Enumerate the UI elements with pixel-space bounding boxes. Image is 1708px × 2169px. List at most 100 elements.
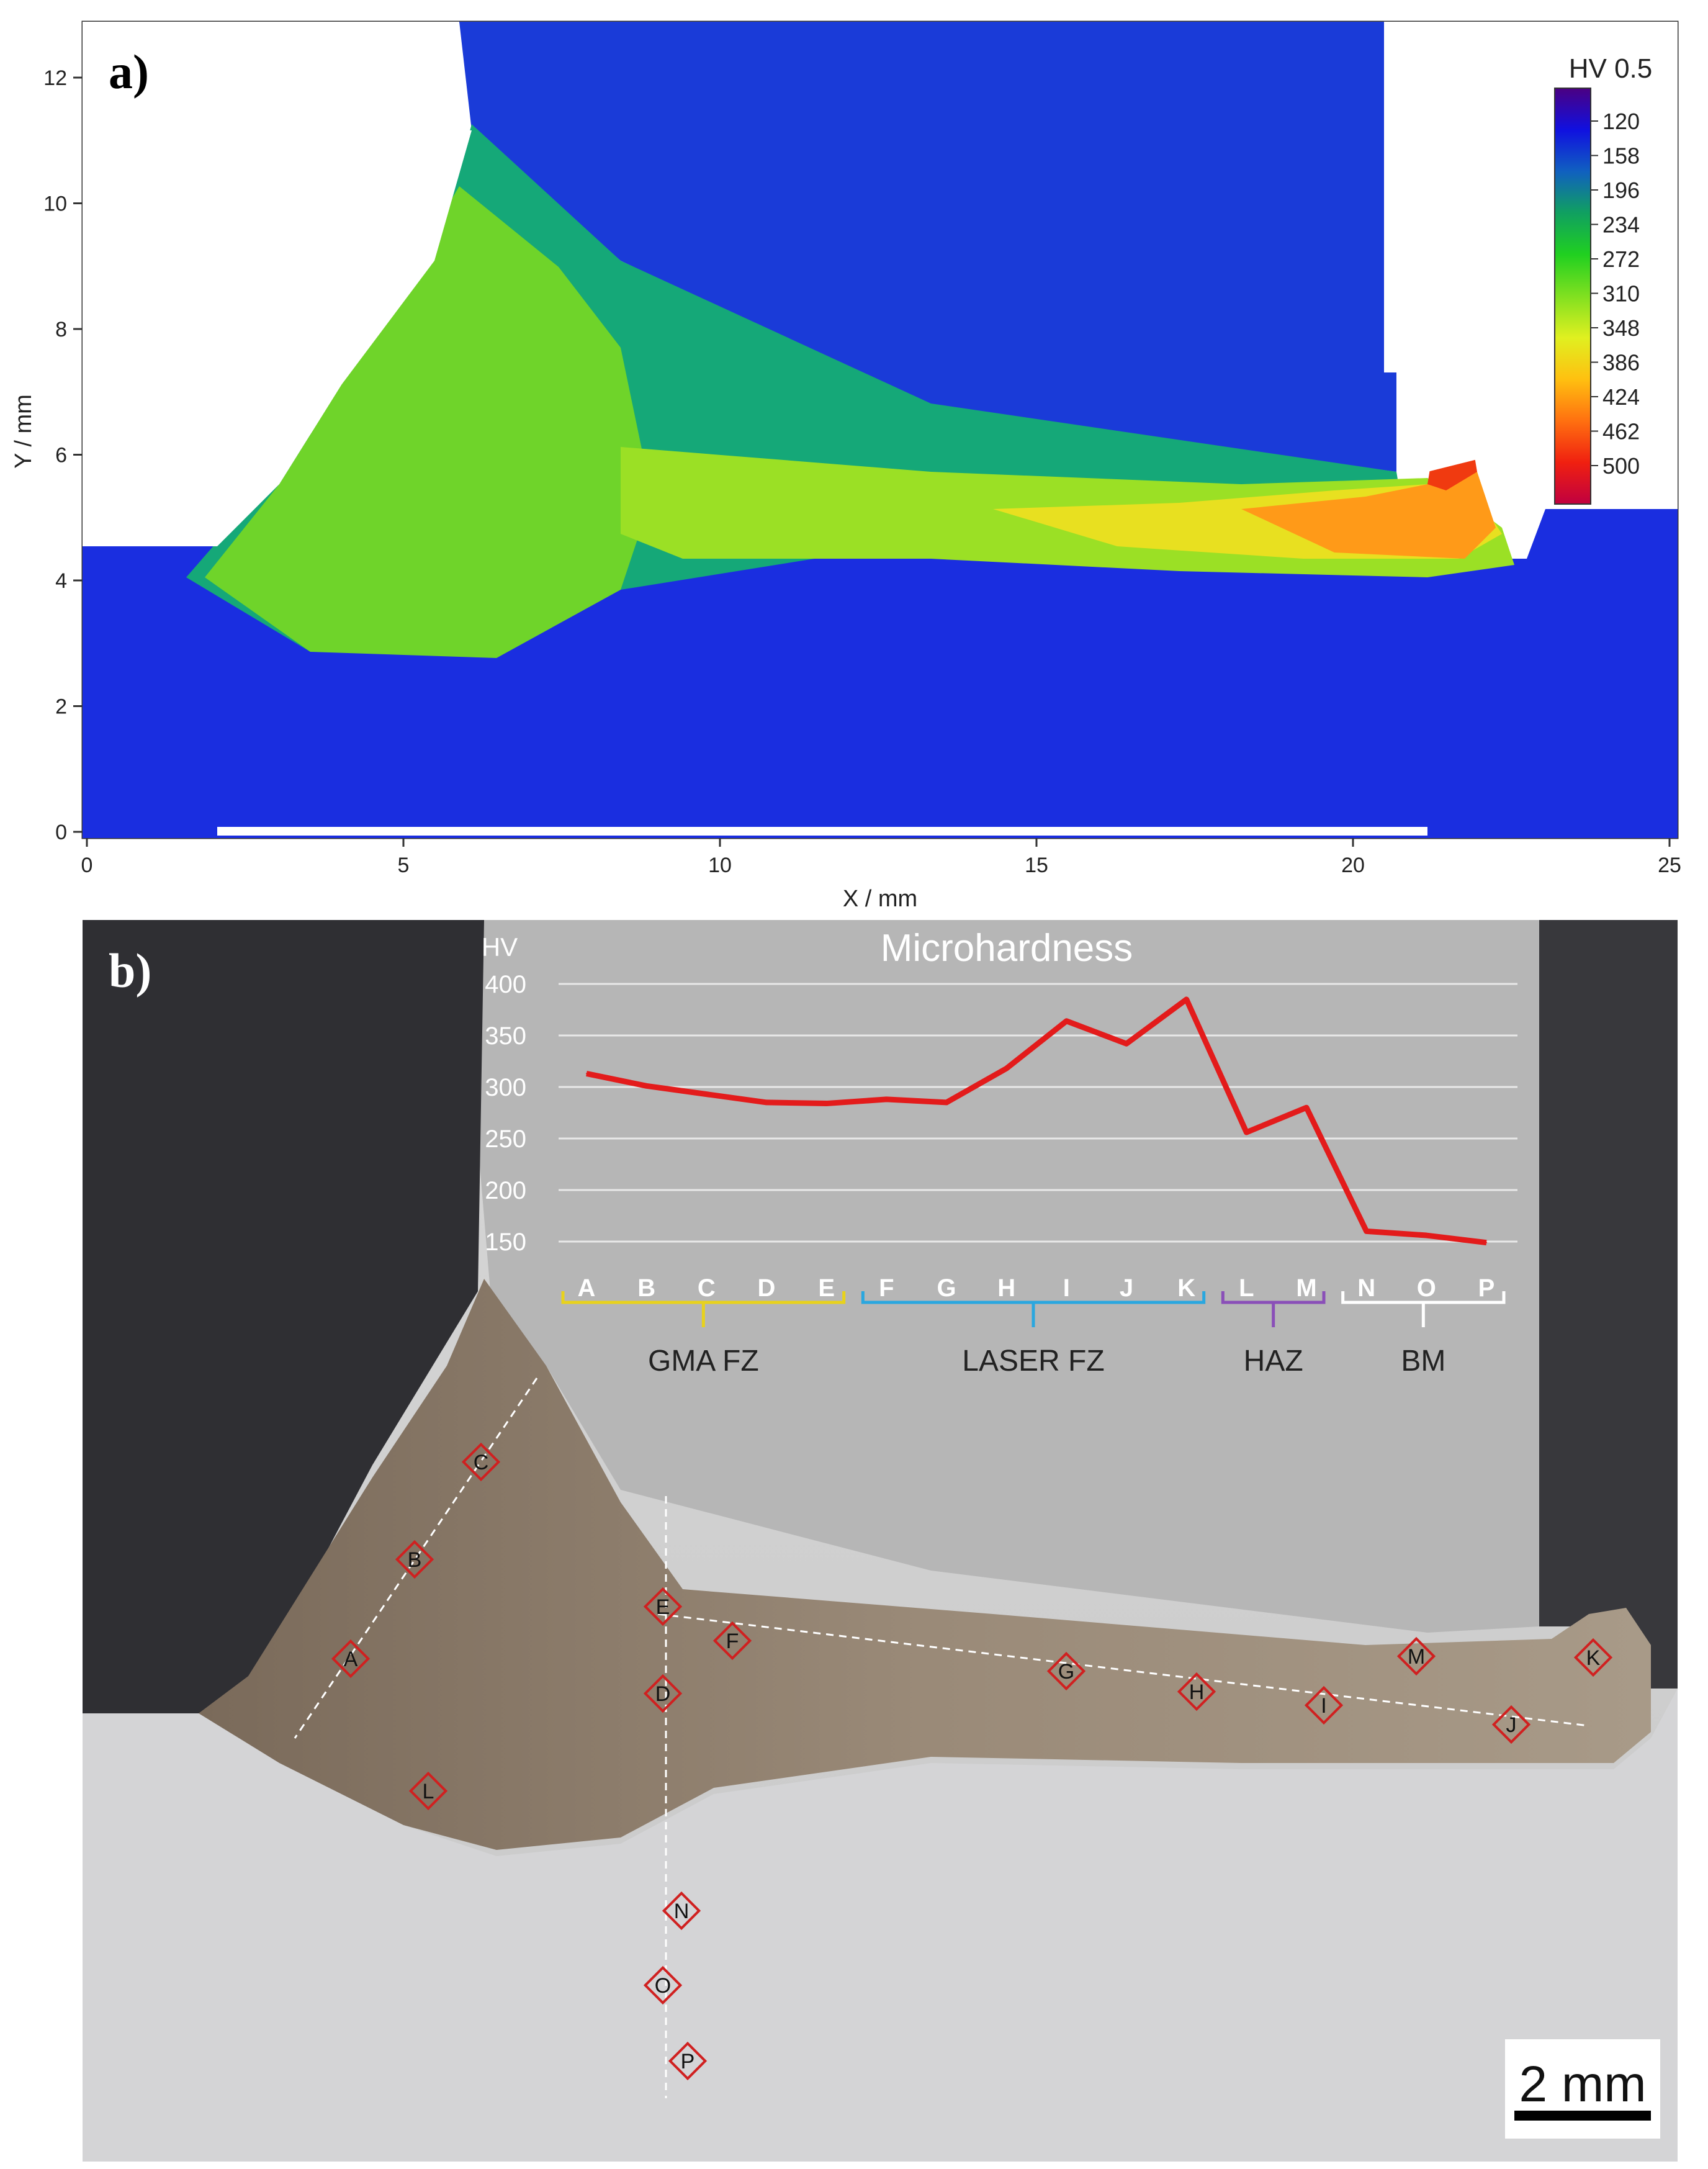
hardness-point — [1426, 1235, 1427, 1237]
dark-left-region — [83, 920, 484, 1713]
hardness-point — [1185, 998, 1187, 1000]
indent-marker-label: L — [423, 1780, 434, 1803]
colorbar-tick-label: 348 — [1602, 315, 1640, 341]
category-label: N — [1357, 1274, 1375, 1302]
hardness-point — [645, 1085, 647, 1087]
panel-b: b) A B C D E F G H I J K L M N O P Microhardness HV 400… — [83, 920, 1678, 2162]
category-label: K — [1177, 1274, 1195, 1302]
indent-marker — [408, 1771, 448, 1811]
weld-bead — [199, 1279, 1651, 1850]
chart-title: Microhardness — [881, 927, 1133, 970]
colorbar-tick-label: 272 — [1602, 246, 1640, 272]
indent-marker — [461, 1442, 501, 1482]
hardness-point — [1066, 1020, 1068, 1022]
category-label: B — [637, 1274, 655, 1302]
colorbar-tick-label: 500 — [1602, 453, 1640, 479]
colorbar-tick-label: 158 — [1602, 143, 1640, 169]
category-label: I — [1063, 1274, 1070, 1302]
hardness-point — [586, 1073, 587, 1075]
indent-marker — [662, 1891, 701, 1931]
zone-braces: GMA FZ LASER FZ HAZ BM — [561, 1291, 1506, 1378]
hardness-series-line — [586, 996, 1487, 1246]
zone-brace — [1221, 1291, 1326, 1327]
indent-marker-label: I — [1321, 1694, 1326, 1718]
indent-marker — [1046, 1651, 1086, 1691]
y-tick-label: 350 — [485, 1022, 526, 1050]
panel-b-label: b) — [109, 944, 151, 998]
chart-y-label: HV — [482, 932, 518, 962]
y-tick-label: 10 — [43, 192, 67, 216]
indent-marker-label: G — [1058, 1660, 1074, 1684]
category-label: G — [937, 1274, 956, 1302]
upper-plate-region — [459, 22, 1396, 472]
x-tick-label: 5 — [398, 854, 410, 877]
indent-marker — [643, 1587, 683, 1626]
indent-marker-label: P — [681, 2050, 695, 2073]
hardness-point — [825, 1103, 827, 1104]
category-label: O — [1417, 1274, 1436, 1302]
hardness-point — [706, 1093, 708, 1095]
y-axis-ticks: 0 2 4 6 8 10 12 — [43, 66, 83, 844]
indent-marker-label: F — [726, 1630, 739, 1653]
y-tick-label: 0 — [55, 821, 67, 844]
colorbar-tick-label: 462 — [1602, 419, 1640, 444]
hardness-line — [586, 996, 1487, 1246]
x-tick-label: 20 — [1341, 854, 1365, 877]
indent-marker — [331, 1639, 371, 1679]
indent-marker — [668, 2041, 708, 2081]
colorbar-tick-label: 310 — [1602, 281, 1640, 307]
y-tick-label: 4 — [55, 569, 67, 593]
microhardness-chart: Microhardness HV 400 350 300 250 200 150 A B C D… — [482, 927, 1517, 1378]
zone-brace — [861, 1291, 1206, 1327]
y-tick-label: 6 — [55, 444, 67, 467]
category-label: J — [1120, 1274, 1133, 1302]
y-tick-label: 250 — [485, 1125, 526, 1153]
colorbar-tick-label: 120 — [1602, 109, 1640, 134]
scale-bar-label: 2 mm — [1519, 2056, 1647, 2113]
indent-marker-label: A — [344, 1648, 358, 1671]
y-tick-label: 12 — [43, 66, 67, 90]
indent-marker-label: N — [674, 1900, 690, 1923]
y-tick-label: 8 — [55, 318, 67, 341]
peak-hardness-zone — [1241, 435, 1496, 559]
indent-marker — [1573, 1638, 1613, 1677]
x-tick-label: 15 — [1025, 854, 1048, 877]
scale-bar-box — [1505, 2039, 1660, 2139]
colorbar-tick-label: 234 — [1602, 212, 1640, 238]
indent-marker — [1304, 1685, 1344, 1725]
indent-marker — [712, 1621, 752, 1661]
colorbar-tick-label: 424 — [1602, 384, 1640, 410]
hardness-point — [1365, 1230, 1367, 1232]
category-label: M — [1296, 1274, 1316, 1302]
category-label: P — [1478, 1274, 1495, 1302]
chart-category-labels: A B C D E F G H I J K L M N O P — [578, 1274, 1495, 1302]
indent-marker-label: C — [474, 1451, 489, 1474]
zone-brace — [1341, 1291, 1506, 1327]
colorbar-tick-label: 196 — [1602, 178, 1640, 203]
chart-gridlines — [559, 983, 1517, 1243]
hardness-heatmap — [83, 22, 1678, 838]
indent-marker — [1491, 1705, 1531, 1744]
indent-marker — [395, 1540, 434, 1579]
gma-fusion-zone — [205, 186, 652, 658]
hardness-point — [1126, 1043, 1127, 1045]
category-label: A — [578, 1274, 596, 1302]
lower-base-metal — [83, 1689, 1678, 2162]
category-label: D — [758, 1274, 776, 1302]
scan-baseline-bar — [217, 827, 1427, 836]
hardness-point — [1246, 1132, 1247, 1134]
hardness-point — [1306, 1107, 1307, 1109]
y-axis-label: Y / mm — [11, 394, 37, 469]
no-data-right — [1384, 22, 1678, 534]
hardness-point — [1005, 1068, 1007, 1070]
indent-marker-label: B — [408, 1548, 422, 1572]
gma-measurement-line — [294, 1378, 538, 1739]
zone-label: BM — [1401, 1345, 1445, 1378]
indent-marker-label: D — [655, 1682, 671, 1706]
colorbar-title: HV 0.5 — [1569, 53, 1653, 84]
category-label: E — [818, 1274, 835, 1302]
no-data-left — [83, 22, 472, 546]
indent-markers: A B C D E F G H I J K L M N O P — [331, 1442, 1613, 2081]
indent-marker — [1396, 1636, 1436, 1676]
